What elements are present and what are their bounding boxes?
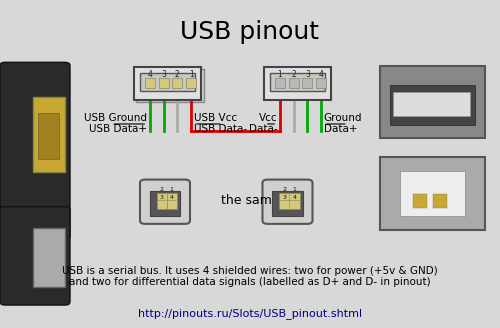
Text: Ground: Ground [324, 113, 362, 123]
Text: the same: the same [220, 194, 280, 207]
FancyBboxPatch shape [400, 171, 465, 216]
Bar [279, 200, 289, 209]
FancyBboxPatch shape [390, 85, 475, 125]
Text: Data-: Data- [248, 125, 277, 134]
Text: 4: 4 [170, 195, 174, 200]
Bar [412, 194, 426, 208]
Bar [316, 78, 326, 88]
Bar [432, 194, 446, 208]
FancyBboxPatch shape [150, 191, 180, 216]
Bar [166, 193, 177, 202]
FancyBboxPatch shape [272, 191, 302, 216]
Text: USB Vcc: USB Vcc [194, 113, 237, 123]
Bar [289, 193, 300, 202]
Bar [274, 78, 284, 88]
Text: USB Data+: USB Data+ [89, 125, 147, 134]
Text: 2: 2 [282, 187, 286, 193]
FancyBboxPatch shape [134, 67, 201, 100]
Text: USB Data-: USB Data- [194, 125, 247, 134]
FancyBboxPatch shape [264, 67, 331, 100]
Text: Vcc: Vcc [258, 113, 277, 123]
Bar [302, 78, 312, 88]
FancyBboxPatch shape [140, 73, 195, 91]
Bar [156, 200, 167, 209]
FancyBboxPatch shape [262, 179, 312, 224]
Text: 3: 3 [161, 70, 166, 79]
Bar [172, 78, 182, 88]
Bar [158, 78, 168, 88]
Bar [144, 78, 154, 88]
Text: Data+: Data+ [324, 125, 357, 134]
Text: 4: 4 [148, 70, 152, 79]
Text: 1: 1 [292, 187, 296, 193]
FancyBboxPatch shape [32, 228, 65, 287]
Text: USB Ground: USB Ground [84, 113, 147, 123]
FancyBboxPatch shape [0, 207, 70, 305]
FancyBboxPatch shape [270, 73, 325, 91]
FancyBboxPatch shape [32, 97, 65, 172]
Text: 3: 3 [305, 70, 310, 79]
Text: 3: 3 [282, 195, 286, 200]
Bar [289, 200, 300, 209]
Text: 4: 4 [319, 70, 324, 79]
Text: USB is a serial bus. It uses 4 shielded wires: two for power (+5v & GND)
and two: USB is a serial bus. It uses 4 shielded … [62, 266, 438, 287]
Text: 2: 2 [160, 187, 164, 193]
FancyBboxPatch shape [392, 92, 470, 116]
Bar [279, 193, 289, 202]
FancyBboxPatch shape [38, 113, 58, 159]
Bar [166, 200, 177, 209]
Text: 3: 3 [160, 195, 164, 200]
Text: USB pinout: USB pinout [180, 20, 320, 44]
Text: 2: 2 [291, 70, 296, 79]
FancyBboxPatch shape [136, 69, 204, 102]
Text: 1: 1 [189, 70, 194, 79]
FancyBboxPatch shape [380, 66, 485, 138]
Text: 2: 2 [175, 70, 180, 79]
Text: 1: 1 [170, 187, 173, 193]
Text: http://pinouts.ru/Slots/USB_pinout.shtml: http://pinouts.ru/Slots/USB_pinout.shtml [138, 308, 362, 319]
Bar [156, 193, 167, 202]
FancyBboxPatch shape [380, 157, 485, 230]
FancyBboxPatch shape [0, 62, 70, 239]
Bar [186, 78, 196, 88]
Text: 4: 4 [292, 195, 296, 200]
Text: 1: 1 [278, 70, 282, 79]
Bar [288, 78, 298, 88]
FancyBboxPatch shape [140, 179, 190, 224]
